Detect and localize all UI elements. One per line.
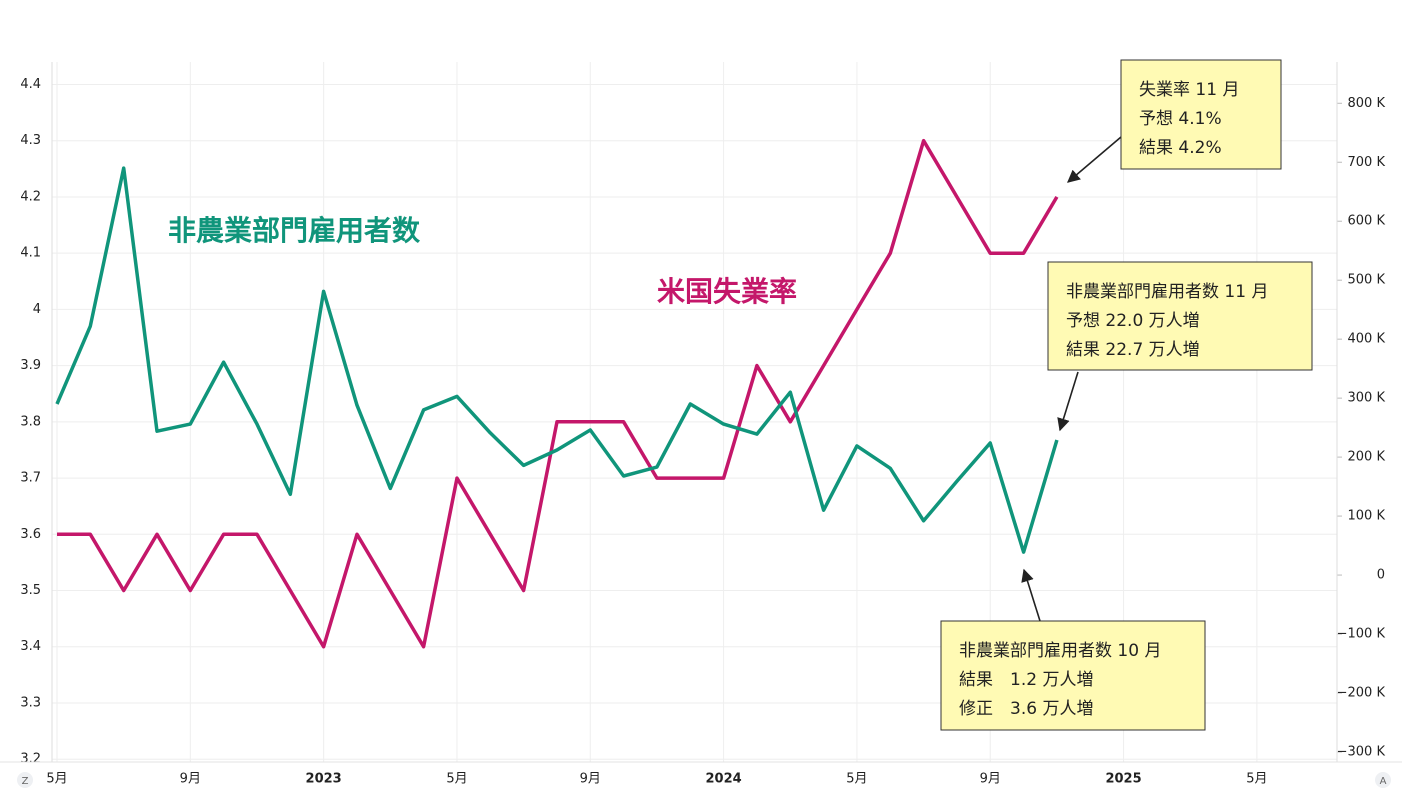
y-tick-label: 3.7 — [20, 471, 41, 486]
annotation-box — [940, 620, 1206, 731]
annotation-box — [1120, 59, 1282, 170]
annotation-text: 修正 3.6 万人増 — [959, 699, 1093, 719]
annotation-arrow — [1021, 568, 1041, 622]
annotation-text: 非農業部門雇用者数 11 月 — [1066, 282, 1268, 302]
x-tick-label: 9月 — [980, 772, 1001, 787]
y-tick-label: 3.9 — [20, 358, 41, 373]
x-tick-label: 5月 — [1246, 772, 1267, 787]
y-tick-label: 4.2 — [20, 189, 41, 204]
y2-tick-label: 800 K — [1348, 96, 1386, 111]
x-tick-label: 9月 — [180, 772, 201, 787]
y2-tick-label: −300 K — [1337, 744, 1386, 759]
y-tick-label: 3.8 — [20, 414, 41, 429]
x-tick-label: 5月 — [446, 772, 467, 787]
x-tick-label: 9月 — [580, 772, 601, 787]
annotation-box — [1047, 261, 1313, 371]
annotation-text: 予想 4.1% — [1139, 109, 1222, 129]
y-tick-label: 3.6 — [20, 527, 41, 542]
annotation-text: 結果 4.2% — [1139, 138, 1222, 158]
annotation-text: 失業率 11 月 — [1139, 80, 1239, 100]
y-tick-label: 4.4 — [20, 77, 41, 92]
y-tick-label: 3.2 — [20, 752, 41, 767]
series-line — [55, 166, 1059, 554]
y-tick-label: 3.4 — [20, 639, 41, 654]
annotation-text: 非農業部門雇用者数 10 月 — [959, 641, 1161, 661]
series-label: 非農業部門雇用者数 — [168, 214, 421, 247]
badge — [1375, 772, 1391, 788]
y2-tick-label: 600 K — [1348, 214, 1386, 229]
badge-label: A — [1380, 776, 1387, 787]
y2-tick-label: 0 — [1377, 568, 1385, 583]
y2-tick-label: 200 K — [1348, 450, 1386, 465]
y2-tick-label: 100 K — [1348, 509, 1386, 524]
x-tick-label: 2023 — [306, 772, 342, 787]
y-tick-label: 3.3 — [20, 695, 41, 710]
x-tick-label: 2024 — [706, 772, 742, 787]
y2-tick-label: −200 K — [1337, 686, 1386, 701]
series-label: 米国失業率 — [657, 275, 797, 308]
y2-tick-label: 700 K — [1348, 155, 1386, 170]
badge-label: Z — [22, 776, 29, 787]
y-tick-label: 4.3 — [20, 133, 41, 148]
x-tick-label: 2025 — [1105, 772, 1141, 787]
annotation-text: 結果 1.2 万人増 — [959, 670, 1093, 690]
badge — [17, 772, 33, 788]
x-tick-label: 5月 — [46, 772, 67, 787]
y-tick-label: 3.5 — [20, 583, 41, 598]
annotation-arrow — [1057, 371, 1079, 432]
y-tick-label: 4.1 — [20, 246, 41, 261]
annotation-text: 結果 22.7 万人増 — [1066, 340, 1200, 360]
y2-tick-label: 400 K — [1348, 332, 1386, 347]
y2-tick-label: 500 K — [1348, 273, 1386, 288]
y2-tick-label: 300 K — [1348, 391, 1386, 406]
series-line — [57, 138, 1059, 649]
annotation-arrow — [1067, 136, 1122, 183]
annotation-text: 予想 22.0 万人増 — [1066, 311, 1200, 331]
y2-tick-label: −100 K — [1337, 627, 1386, 642]
x-tick-label: 5月 — [846, 772, 867, 787]
y-tick-label: 4 — [33, 302, 41, 317]
